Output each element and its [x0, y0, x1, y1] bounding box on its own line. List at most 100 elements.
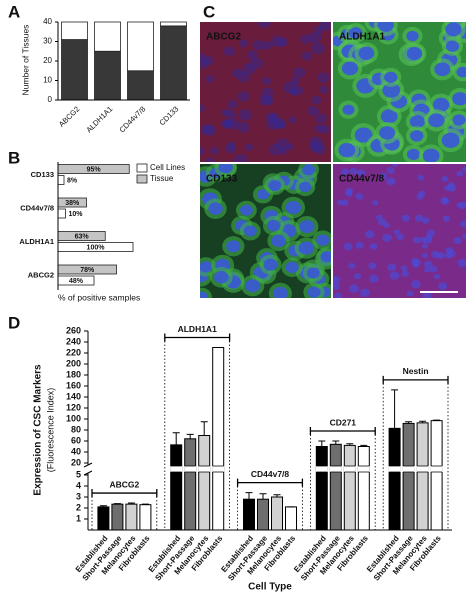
y-tick-label: 40 [43, 17, 52, 26]
category-label: ALDH1A1 [19, 237, 54, 246]
bar [343, 444, 356, 531]
nucleus [379, 126, 396, 140]
error-bar [433, 419, 441, 421]
nucleus [302, 164, 316, 176]
nucleus [412, 236, 421, 244]
nucleus [307, 286, 321, 298]
nucleus [243, 225, 257, 237]
axis-break [329, 466, 342, 472]
category-label: CD133 [31, 170, 54, 179]
group-divider [310, 431, 376, 530]
error-bar [405, 421, 413, 424]
nucleus [422, 148, 440, 162]
nucleus [410, 130, 424, 142]
nucleus [308, 32, 322, 44]
nucleus [428, 113, 445, 128]
nucleus [242, 63, 256, 75]
nucleus [391, 164, 399, 167]
bar [212, 347, 225, 531]
nucleus [200, 291, 208, 298]
nucleus [223, 46, 235, 57]
nucleus [458, 201, 466, 210]
nucleus [462, 166, 466, 172]
error-bar [99, 505, 107, 507]
y-tick-label: 0 [48, 95, 53, 104]
nucleus [343, 242, 353, 251]
nucleus [307, 105, 319, 116]
nucleus [377, 218, 387, 226]
nucleus [208, 202, 223, 215]
nucleus [279, 147, 288, 155]
nucleus [333, 282, 341, 291]
y-axis-sublabel: (Fluorescence Index) [45, 388, 55, 473]
nucleus [422, 291, 432, 298]
bar [125, 503, 138, 531]
nucleus [236, 71, 250, 83]
bar-segment [160, 25, 187, 101]
nucleus [214, 271, 229, 284]
nucleus [257, 22, 271, 29]
nucleus [355, 193, 364, 200]
bar-segment [127, 70, 154, 101]
nucleus [226, 240, 241, 253]
nucleus [393, 229, 400, 235]
group-bracket [91, 489, 158, 498]
bar-segment [61, 39, 88, 101]
bar [388, 427, 401, 531]
legend-label: Cell Lines [150, 163, 185, 172]
nucleus [406, 148, 421, 160]
nucleus [440, 197, 450, 205]
nucleus [200, 59, 210, 69]
nucleus [426, 229, 435, 237]
nucleus [340, 199, 349, 206]
nucleus [299, 181, 312, 193]
group-bracket [236, 478, 304, 487]
group-bracket [382, 375, 449, 384]
axis-break [357, 466, 370, 472]
nucleus [258, 94, 272, 106]
y-tick-label: 40 [71, 446, 81, 456]
nucleus [378, 172, 388, 180]
nucleus [265, 112, 278, 123]
nucleus [400, 265, 408, 271]
nucleus [319, 22, 331, 31]
y-tick-label: 5 [76, 469, 81, 479]
nucleus [445, 22, 462, 37]
nucleus [291, 85, 304, 96]
error-bar [113, 503, 121, 505]
y-tick-label: 240 [66, 336, 81, 346]
axis-break [388, 466, 401, 472]
bar [198, 435, 211, 531]
nucleus [316, 72, 330, 83]
nucleus [300, 34, 312, 44]
nucleus [340, 168, 349, 176]
nucleus [313, 25, 325, 35]
nucleus [262, 77, 272, 85]
bar-segment [127, 21, 154, 72]
error-bar [318, 440, 326, 447]
y-tick-label: 60 [71, 435, 81, 445]
nucleus [268, 143, 283, 156]
nucleus [429, 265, 438, 273]
nucleus [448, 185, 456, 192]
nucleus [387, 263, 397, 272]
nucleus [382, 233, 392, 242]
nucleus [299, 220, 315, 234]
nucleus [210, 146, 219, 155]
error-bar [141, 503, 149, 505]
nucleus [411, 257, 419, 264]
nucleus [238, 109, 252, 121]
y-tick-label: 20 [71, 457, 81, 467]
value-label: 100% [87, 244, 106, 251]
nucleus [200, 146, 205, 156]
nucleus [256, 189, 270, 200]
nucleus [359, 288, 370, 297]
group-divider [91, 493, 158, 530]
axis-break [417, 465, 429, 473]
bar-segment [160, 21, 187, 27]
nucleus [410, 280, 421, 289]
micrograph: ALDH1A1 [333, 22, 466, 162]
nucleus [445, 40, 460, 52]
nucleus [406, 46, 423, 61]
image-label: ABCG2 [206, 32, 241, 43]
